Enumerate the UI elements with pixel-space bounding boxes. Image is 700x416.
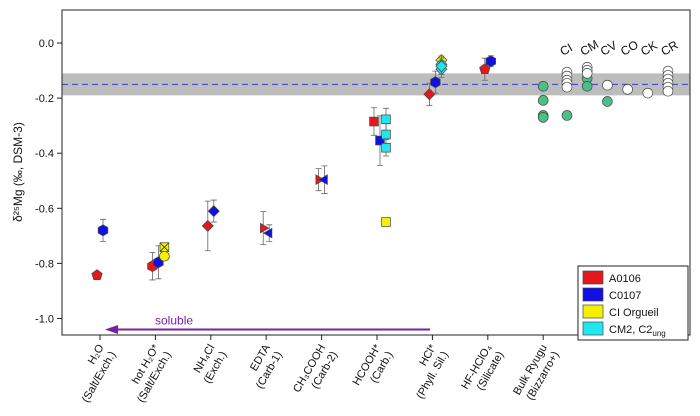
y-tick-label: -0.2 (35, 93, 54, 105)
marker (430, 76, 441, 89)
marker (381, 129, 391, 140)
marker (423, 88, 436, 101)
marker (485, 55, 496, 68)
legend-name: C0107 (609, 290, 641, 302)
marker (159, 250, 170, 262)
legend-swatch (582, 321, 604, 336)
marker (381, 142, 391, 153)
legend-label: CM2, C2ung (609, 324, 666, 338)
y-tick-label: 0.0 (39, 38, 54, 50)
marker (375, 135, 385, 146)
marker (381, 217, 391, 227)
marker (561, 81, 573, 93)
group-label: CK (638, 38, 659, 58)
marker (260, 222, 270, 234)
marker (537, 112, 549, 123)
annotation-arrowhead (105, 324, 118, 334)
marker (201, 219, 214, 232)
marker (435, 60, 448, 73)
marker (207, 205, 220, 218)
marker (369, 116, 379, 127)
legend-label: C0107 (609, 290, 641, 302)
group-label: CV (598, 38, 619, 58)
marker-cross (159, 242, 170, 252)
marker (91, 269, 103, 281)
legend-name: CI Orgueil (609, 307, 659, 319)
y-tick-label: -0.6 (35, 203, 54, 215)
y-tick-label: -0.4 (35, 148, 54, 160)
group-label: CM (578, 37, 601, 58)
y-axis-label: δ²⁵Mg (‰, DSM-3) (11, 122, 25, 222)
marker (622, 84, 633, 95)
marker (381, 114, 391, 125)
annotation-text: soluble (155, 313, 193, 327)
legend-name: CM2, C2 (609, 324, 652, 336)
marker (561, 110, 573, 121)
legend-subscript: ung (652, 329, 665, 338)
legend-label: CI Orgueil (609, 307, 659, 319)
group-label: CI (558, 40, 575, 58)
marker (581, 68, 593, 79)
marker (537, 95, 549, 106)
legend-swatch (582, 270, 604, 285)
legend-swatch (582, 304, 604, 319)
y-tick-label: -0.8 (35, 258, 54, 270)
marker (602, 79, 613, 91)
legend-label: A0106 (609, 273, 641, 285)
plot-frame (61, 9, 691, 336)
marker (662, 85, 674, 97)
y-tick-label: -1.0 (35, 313, 54, 325)
marker (97, 224, 109, 237)
marker (263, 227, 273, 239)
marker (537, 80, 549, 92)
legend-swatch (582, 287, 604, 302)
legend-name: A0106 (609, 273, 641, 285)
group-label: CR (659, 38, 681, 59)
marker (642, 87, 654, 99)
marker (318, 174, 328, 186)
marker (581, 80, 593, 92)
marker (602, 96, 613, 107)
group-label: CO (618, 37, 641, 58)
